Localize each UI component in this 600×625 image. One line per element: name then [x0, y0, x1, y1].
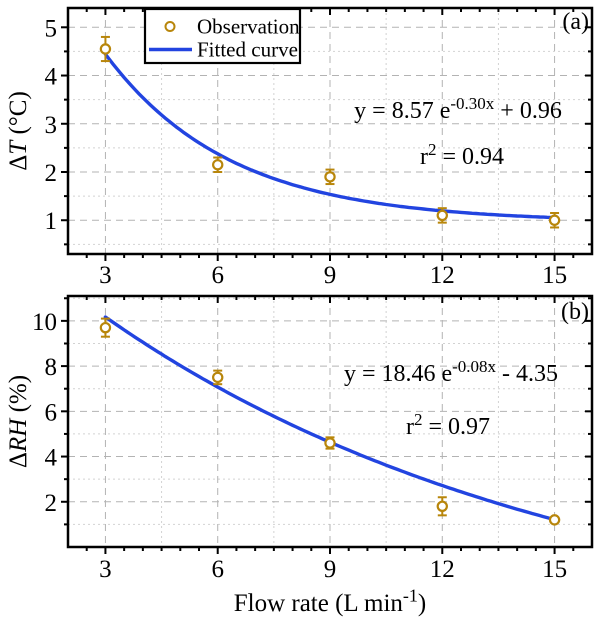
y-axis-title: ΔRH (%) — [5, 375, 32, 468]
y-tick-label: 10 — [32, 309, 57, 336]
x-axis-title: Flow rate (L min-1) — [234, 586, 427, 618]
panel-tag: (a) — [562, 9, 589, 35]
y-tick-label: 6 — [45, 399, 58, 426]
data-point-group — [324, 168, 336, 186]
fit-equation: y = 8.57 e-0.30x + 0.96 — [354, 94, 562, 124]
observation-marker — [99, 321, 112, 334]
y-tick-label: 2 — [45, 490, 58, 517]
legend-label-observation: Observation — [197, 15, 300, 39]
r-squared: r2 = 0.94 — [420, 140, 504, 170]
y-tick-label: 1 — [45, 208, 58, 235]
data-point-group — [436, 207, 448, 224]
x-tick-label: 15 — [542, 556, 567, 583]
y-axis-title: ΔT (°C) — [5, 91, 32, 171]
y-tick-label: 4 — [45, 64, 58, 91]
legend-observation-marker-icon — [164, 21, 176, 32]
x-tick-label: 15 — [542, 262, 567, 289]
observation-marker — [436, 209, 448, 222]
x-tick-label: 12 — [430, 556, 455, 583]
x-tick-label: 12 — [430, 262, 455, 289]
data-point-group — [212, 369, 224, 386]
x-tick-label: 9 — [324, 556, 337, 583]
data-point-group — [324, 436, 336, 450]
fit-equation: y = 18.46 e-0.08x - 4.35 — [344, 357, 558, 387]
fitted-curve — [103, 52, 557, 220]
legend-label-fitted-curve: Fitted curve — [197, 38, 298, 62]
y-tick-label: 2 — [45, 160, 58, 187]
observation-marker — [324, 171, 336, 183]
x-tick-label: 6 — [211, 556, 224, 583]
data-point-group — [212, 156, 224, 173]
y-tick-label: 8 — [45, 354, 58, 381]
data-point-group — [99, 317, 112, 338]
y-tick-label: 4 — [45, 445, 58, 472]
x-tick-label: 6 — [211, 262, 224, 289]
observation-marker — [548, 514, 561, 526]
data-point-group — [548, 212, 561, 229]
panel-tag: (b) — [561, 299, 589, 325]
observation-marker — [548, 214, 561, 226]
x-tick-label: 3 — [99, 262, 112, 289]
data-point-group — [548, 514, 561, 526]
data-point-group — [436, 496, 448, 517]
observation-marker — [436, 500, 448, 512]
observation-marker — [212, 371, 224, 384]
legend-box — [143, 7, 302, 65]
observation-marker — [212, 159, 224, 171]
observation-marker — [99, 43, 112, 55]
y-tick-label: 3 — [45, 112, 58, 139]
x-tick-label: 9 — [324, 262, 337, 289]
data-point-group — [99, 35, 112, 63]
y-tick-label: 5 — [45, 15, 58, 42]
r-squared: r2 = 0.97 — [406, 410, 490, 440]
observation-marker — [324, 437, 336, 449]
x-tick-label: 3 — [99, 556, 112, 583]
